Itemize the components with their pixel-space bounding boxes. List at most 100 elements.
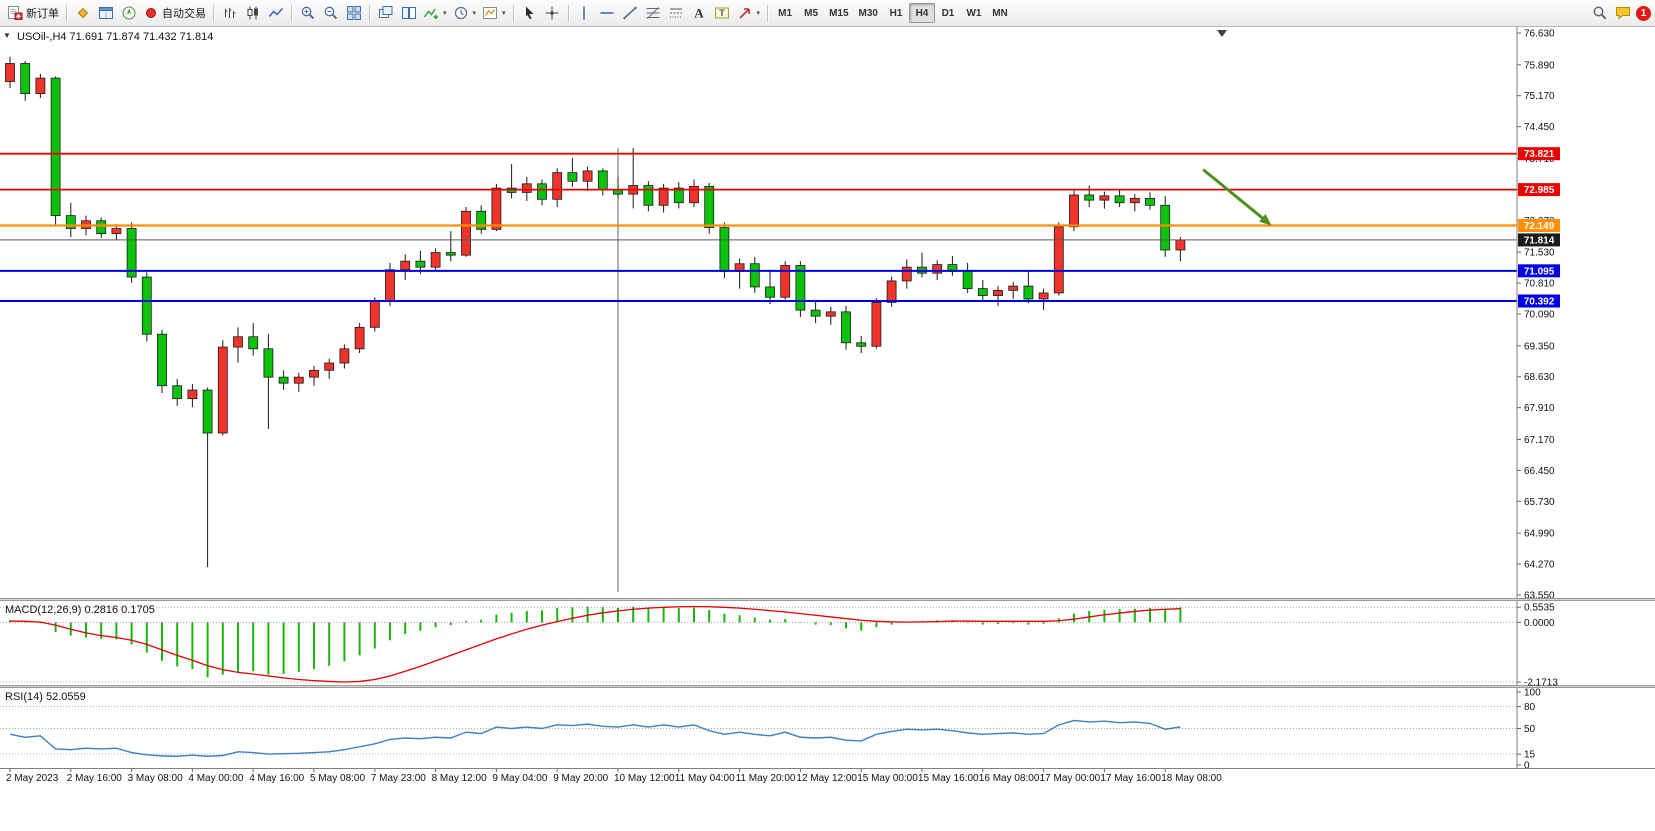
candle-body xyxy=(461,210,471,256)
candle-body xyxy=(141,276,152,335)
chevron-down-icon: ▾ xyxy=(756,10,761,17)
cursor-button[interactable] xyxy=(518,2,541,24)
text-label-button[interactable]: T xyxy=(711,2,734,24)
time-axis-label: 8 May 12:00 xyxy=(432,773,487,784)
candle-body xyxy=(521,183,532,193)
timeframe-d1[interactable]: D1 xyxy=(941,7,955,19)
price-badge-label: 70.392 xyxy=(1524,297,1555,308)
one-click-trading-toggle[interactable]: ▼ xyxy=(3,31,11,40)
periods-icon xyxy=(453,5,469,21)
toolbar-separator xyxy=(512,4,514,22)
trendline-button[interactable] xyxy=(619,2,642,24)
timeframe-m5[interactable]: M5 xyxy=(804,7,819,19)
periods-button[interactable]: ▾ xyxy=(450,2,480,24)
rsi-splitter[interactable] xyxy=(0,685,1655,688)
time-axis-label: 9 May 04:00 xyxy=(492,773,547,784)
candle-body xyxy=(749,263,760,288)
price-badge xyxy=(1518,147,1560,161)
candle-body xyxy=(324,362,335,371)
price-axis-label: 67.910 xyxy=(1524,403,1555,414)
timeframe-m30[interactable]: M30 xyxy=(858,7,878,19)
fibonacci-icon xyxy=(645,5,661,21)
candle-body xyxy=(1069,194,1079,228)
auto-trading-button[interactable]: 自动交易 xyxy=(140,2,209,24)
timeframe-m1[interactable]: M1 xyxy=(778,7,793,19)
zoom-in-button[interactable] xyxy=(296,2,319,24)
rsi-label: RSI(14) 52.0559 xyxy=(5,691,86,703)
text-button[interactable]: A xyxy=(688,2,711,24)
zoom-out-button[interactable] xyxy=(319,2,342,24)
candle-body xyxy=(673,187,684,204)
svg-text:T: T xyxy=(719,8,725,18)
toolbar: 新订单 自动交易 ▾ ▾ ▾ A T ▾ M1 M5 M15 M30 H1 H4 D1 W1 MN 1 xyxy=(0,0,1655,27)
candle-body xyxy=(1160,204,1171,251)
time-axis-label: 11 May 20:00 xyxy=(736,773,796,784)
candle-body xyxy=(263,348,274,378)
candle-body xyxy=(445,252,456,256)
horizontal-line-button[interactable] xyxy=(596,2,619,24)
navigator-button[interactable] xyxy=(117,2,140,24)
candle-body xyxy=(962,271,973,290)
market-watch-icon xyxy=(75,5,91,21)
price-axis-label: 65.730 xyxy=(1524,497,1555,508)
price-axis-label: 74.450 xyxy=(1524,122,1555,133)
text-label-icon: T xyxy=(714,5,730,21)
objects-list-button[interactable] xyxy=(665,2,688,24)
chart-canvas[interactable]: 76.63075.89075.17074.45073.71072.99072.2… xyxy=(0,27,1655,831)
time-axis-label: 3 May 08:00 xyxy=(128,773,183,784)
price-badge xyxy=(1518,233,1560,247)
time-axis-label: 4 May 16:00 xyxy=(249,773,304,784)
new-order-button[interactable]: 新订单 xyxy=(4,2,62,24)
crosshair-button[interactable] xyxy=(541,2,564,24)
indicators-icon xyxy=(423,5,439,21)
candle-body xyxy=(1129,198,1140,204)
vertical-line-button[interactable] xyxy=(573,2,596,24)
line-chart-icon xyxy=(268,5,284,21)
tile-windows-button[interactable] xyxy=(342,2,365,24)
market-watch-button[interactable] xyxy=(71,2,94,24)
timeframe-h4[interactable]: H4 xyxy=(908,3,935,23)
candle-body xyxy=(476,210,487,230)
candle-body xyxy=(369,301,380,328)
price-badge xyxy=(1518,219,1560,233)
time-axis-label: 7 May 23:00 xyxy=(371,773,426,784)
data-window-button[interactable] xyxy=(94,2,117,24)
svg-text:A: A xyxy=(694,6,704,21)
timeframe-m15[interactable]: M15 xyxy=(829,7,849,19)
notification-badge[interactable]: 1 xyxy=(1636,5,1651,21)
chat-icon xyxy=(1615,5,1631,21)
timeframe-w1[interactable]: W1 xyxy=(966,7,982,19)
tile-windows-icon xyxy=(346,5,362,21)
templates-button[interactable]: ▾ xyxy=(479,2,509,24)
auto-trading-icon xyxy=(143,5,159,21)
candle-body xyxy=(597,170,608,191)
timeframe-h1[interactable]: H1 xyxy=(889,7,903,19)
indicators-button[interactable]: ▾ xyxy=(420,2,450,24)
chart-window[interactable]: 76.63075.89075.17074.45073.71072.99072.2… xyxy=(0,27,1655,831)
macd-axis-label: 0.0000 xyxy=(1524,618,1555,629)
vertical-line-icon xyxy=(576,5,592,21)
fibonacci-button[interactable] xyxy=(642,2,665,24)
new-order-icon xyxy=(7,5,23,21)
rsi-line xyxy=(9,719,1181,757)
candle-body xyxy=(582,170,593,182)
crosshair-icon xyxy=(544,5,560,21)
timeframe-mn[interactable]: MN xyxy=(992,7,1008,19)
candle-body xyxy=(825,311,836,317)
line-chart-button[interactable] xyxy=(264,2,287,24)
bar-chart-button[interactable] xyxy=(218,2,241,24)
community-button[interactable] xyxy=(1611,2,1634,24)
candle-body xyxy=(1145,198,1155,206)
candle-body xyxy=(126,228,137,278)
candlestick-chart-button[interactable] xyxy=(241,2,264,24)
toolbar-separator xyxy=(567,4,569,22)
arrows-button[interactable]: ▾ xyxy=(734,2,764,24)
price-badge-label: 73.821 xyxy=(1524,149,1555,160)
search-button[interactable] xyxy=(1588,2,1611,24)
cascade-windows-button[interactable] xyxy=(374,2,397,24)
arrange-windows-button[interactable] xyxy=(397,2,420,24)
arrow-object[interactable] xyxy=(1202,168,1268,223)
candle-body xyxy=(278,376,289,384)
macd-splitter[interactable] xyxy=(0,598,1655,601)
chart-shift-marker[interactable] xyxy=(1217,30,1227,37)
